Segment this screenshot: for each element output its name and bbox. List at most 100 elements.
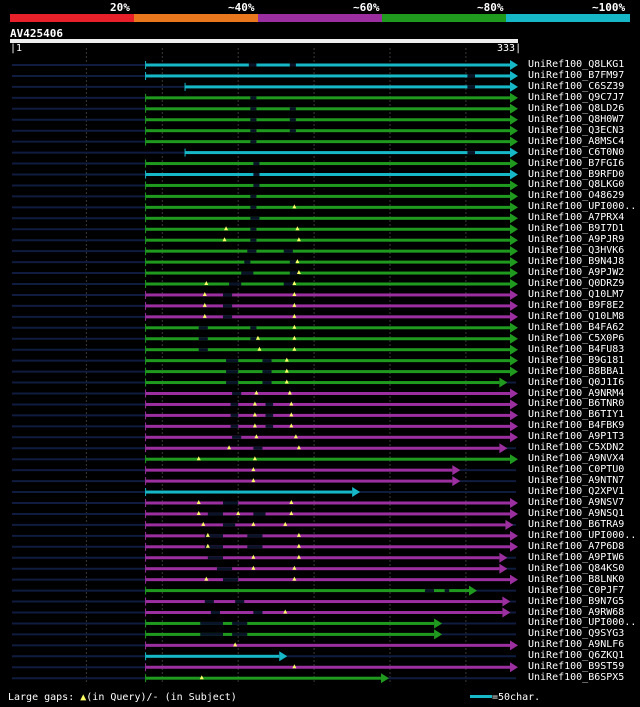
hit-label[interactable]: UniRef100_B9G181: [528, 354, 625, 366]
hit-label[interactable]: UniRef100_Q9SYG3: [528, 628, 625, 640]
query-gap-marker: [205, 532, 210, 537]
hit-label[interactable]: UniRef100_C6T0N0: [528, 146, 625, 158]
hit-label[interactable]: UniRef100_A9NVX4: [528, 453, 625, 465]
hit-label[interactable]: UniRef100_B8LNK0: [528, 573, 625, 585]
hit-label[interactable]: UniRef100_Q0DRZ9: [528, 278, 625, 289]
hit-arrow: [502, 596, 511, 607]
hit-bar: [145, 337, 510, 341]
hit-arrow: [452, 465, 461, 476]
hit-arrow: [510, 388, 518, 399]
hit-label[interactable]: UniRef100_Q8LD26: [528, 102, 625, 114]
hit-label[interactable]: UniRef100_Q6ZKQ1: [528, 650, 625, 662]
subject-gap: [198, 348, 208, 352]
hit-label[interactable]: UniRef100_Q2XPV1: [528, 486, 625, 498]
hit-label[interactable]: UniRef100_C0PJF7: [528, 584, 625, 596]
hit-label[interactable]: UniRef100_B4FBK9: [528, 420, 625, 432]
hit-label[interactable]: UniRef100_Q9C7J7: [528, 91, 625, 103]
hit-label[interactable]: UniRef100_UPI000..: [528, 617, 637, 629]
hit-label[interactable]: UniRef100_UPI000..: [528, 201, 637, 213]
hit-label[interactable]: UniRef100_B6SPX5: [528, 672, 625, 684]
hit-bar: [145, 63, 510, 67]
hit-label[interactable]: UniRef100_Q8LKG0: [528, 179, 625, 191]
hit-label[interactable]: UniRef100_Q0J1I6: [528, 376, 625, 388]
subject-gap: [204, 545, 224, 549]
hit-bar: [145, 468, 453, 472]
hit-label[interactable]: UniRef100_A9PIW6: [528, 551, 625, 563]
hit-arrow: [510, 169, 518, 180]
query-start: |1: [10, 43, 23, 54]
hit-label[interactable]: UniRef100_A9P1T3: [528, 431, 625, 443]
hit-label[interactable]: UniRef100_C5XDN2: [528, 442, 625, 454]
hit-bar: [185, 151, 510, 155]
subject-gap: [226, 370, 239, 374]
hit-label[interactable]: UniRef100_Q10LM7: [528, 288, 625, 300]
hit-arrow: [510, 246, 518, 257]
hit-bar: [145, 107, 510, 111]
query-gap-marker: [283, 609, 288, 614]
hit-label[interactable]: UniRef100_A8MSC4: [528, 135, 625, 147]
subject-gap: [223, 304, 233, 308]
query-gap-marker: [283, 521, 288, 526]
hit-label[interactable]: UniRef100_B9N4J8: [528, 256, 625, 268]
hit-label[interactable]: UniRef100_Q3HVK6: [528, 245, 625, 257]
hit-arrow: [510, 158, 518, 169]
hit-label[interactable]: UniRef100_B6TRA9: [528, 518, 625, 530]
hit-label[interactable]: UniRef100_A9NTN7: [528, 475, 625, 487]
hit-label[interactable]: UniRef100_Q84KS0: [528, 562, 625, 574]
hit-label[interactable]: UniRef100_A9NSQ1: [528, 507, 625, 519]
hit-label[interactable]: UniRef100_Q3ECN3: [528, 124, 625, 136]
query-gap-marker: [296, 532, 301, 537]
hit-label[interactable]: UniRef100_A9NSV7: [528, 497, 625, 508]
hit-label[interactable]: UniRef100_A7P6D8: [528, 540, 625, 552]
hit-label[interactable]: UniRef100_C5X0P6: [528, 332, 625, 344]
legend-segment-cat100: [506, 14, 630, 22]
hit-label[interactable]: UniRef100_B9N7G5: [528, 595, 625, 607]
subject-gap: [253, 512, 266, 516]
subject-gap: [210, 611, 220, 614]
hit-label[interactable]: UniRef100_A9RW68: [528, 606, 625, 618]
hit-bar: [145, 271, 510, 275]
hit-label[interactable]: UniRef100_C6SZ39: [528, 80, 625, 92]
hit-arrow: [510, 311, 518, 322]
subject-gap: [247, 545, 263, 549]
hit-bar: [145, 632, 435, 636]
hit-label[interactable]: UniRef100_B9RFD0: [528, 168, 625, 180]
hit-label[interactable]: UniRef100_B4FU83: [528, 343, 625, 355]
legend-label: ~60%: [353, 1, 380, 14]
hit-label[interactable]: UniRef100_A9PJR9: [528, 234, 625, 246]
hit-bar: [145, 129, 510, 133]
hit-label[interactable]: UniRef100_B8BBA1: [528, 365, 625, 377]
legend-label: 20%: [110, 1, 130, 14]
hit-label[interactable]: UniRef100_B7FM97: [528, 69, 625, 81]
hit-label[interactable]: UniRef100_UPI000..: [528, 529, 637, 541]
subject-gap: [289, 63, 296, 67]
hit-label[interactable]: UniRef100_A7PRX4: [528, 212, 625, 224]
hit-label[interactable]: UniRef100_B7FGI6: [528, 157, 625, 169]
hit-label[interactable]: UniRef100_Q10LM8: [528, 310, 625, 322]
hit-label[interactable]: UniRef100_Q8LKG1: [528, 59, 625, 70]
query-gap-marker: [252, 423, 257, 428]
hit-bar: [145, 424, 510, 428]
hit-bar: [145, 162, 510, 166]
hit-label[interactable]: UniRef100_Q8H0W7: [528, 113, 625, 125]
hit-arrow: [510, 125, 518, 136]
hit-bar: [145, 523, 506, 527]
hit-label[interactable]: UniRef100_B6TNR0: [528, 398, 625, 410]
hit-label[interactable]: UniRef100_A9NLF6: [528, 639, 625, 651]
hit-label[interactable]: UniRef100_A9NRM4: [528, 387, 625, 399]
hit-label[interactable]: UniRef100_B6TIY1: [528, 409, 625, 421]
hit-label[interactable]: UniRef100_B9I7D1: [528, 223, 625, 235]
hit-bar: [145, 183, 510, 187]
hit-label[interactable]: UniRef100_B4FA62: [528, 321, 625, 333]
hit-label[interactable]: UniRef100_B9ST59: [528, 661, 625, 673]
subject-gap: [250, 216, 260, 220]
hit-label[interactable]: UniRef100_A9PJW2: [528, 267, 625, 279]
hit-arrow: [510, 103, 518, 114]
hit-arrow: [510, 224, 518, 235]
hit-label[interactable]: UniRef100_C0PTU0: [528, 464, 625, 476]
hit-label[interactable]: UniRef100_B9F8E2: [528, 299, 625, 311]
hit-label[interactable]: UniRef100_O48629: [528, 190, 625, 202]
legend-segment-cat60: [258, 14, 382, 22]
hit-bar: [145, 567, 500, 571]
